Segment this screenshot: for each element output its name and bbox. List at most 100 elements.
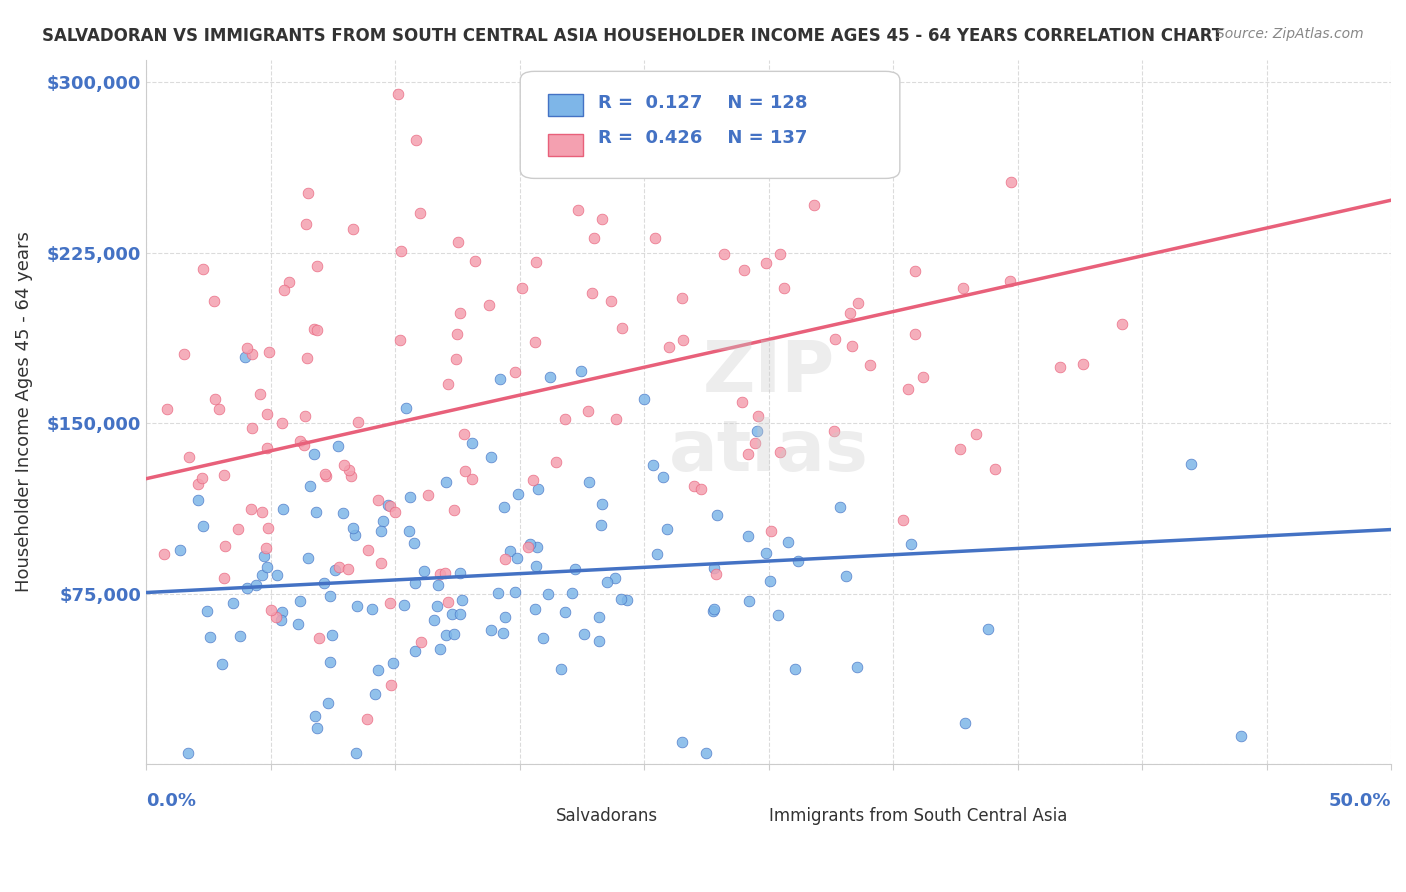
- Point: [672, 333, 695, 347]
- Point: [904, 264, 927, 278]
- Point: [526, 540, 548, 554]
- Point: [682, 479, 704, 493]
- Point: [402, 535, 425, 549]
- Point: [344, 746, 367, 760]
- Point: [252, 505, 274, 519]
- Point: [297, 186, 319, 200]
- Point: [503, 585, 526, 599]
- Point: [846, 296, 869, 310]
- Point: [236, 342, 259, 356]
- Point: [761, 524, 783, 538]
- Point: [332, 458, 354, 472]
- Point: [591, 497, 613, 511]
- Point: [953, 715, 976, 730]
- Point: [256, 407, 278, 421]
- Point: [186, 492, 208, 507]
- Text: ZIP
atlas: ZIP atlas: [669, 337, 869, 486]
- Point: [398, 524, 420, 538]
- Point: [326, 439, 349, 453]
- Text: SALVADORAN VS IMMIGRANTS FROM SOUTH CENTRAL ASIA HOUSEHOLDER INCOME AGES 45 - 64: SALVADORAN VS IMMIGRANTS FROM SOUTH CENT…: [42, 27, 1223, 45]
- Point: [461, 472, 484, 486]
- Point: [574, 626, 596, 640]
- Point: [733, 263, 755, 277]
- Point: [1071, 357, 1094, 371]
- Point: [522, 473, 544, 487]
- Point: [1111, 317, 1133, 331]
- Point: [841, 339, 863, 353]
- Point: [596, 575, 619, 590]
- Point: [651, 470, 673, 484]
- Point: [444, 351, 467, 366]
- Point: [305, 259, 328, 273]
- Point: [297, 551, 319, 566]
- Point: [803, 198, 825, 212]
- Point: [564, 562, 586, 576]
- Point: [488, 586, 510, 600]
- Point: [1049, 360, 1071, 375]
- Point: [1000, 274, 1022, 288]
- Point: [737, 594, 759, 608]
- Point: [356, 712, 378, 726]
- Point: [169, 543, 191, 558]
- Point: [440, 607, 463, 621]
- Point: [305, 505, 328, 519]
- Point: [395, 401, 418, 415]
- Point: [443, 503, 465, 517]
- Point: [773, 281, 796, 295]
- Point: [633, 392, 655, 406]
- Point: [434, 475, 457, 489]
- Point: [314, 467, 336, 481]
- Point: [318, 589, 340, 603]
- Point: [658, 339, 681, 353]
- Point: [245, 577, 267, 591]
- Point: [226, 522, 249, 536]
- Point: [554, 605, 576, 619]
- Point: [416, 488, 439, 502]
- Point: [437, 595, 460, 609]
- Point: [524, 559, 547, 574]
- Point: [361, 602, 384, 616]
- Point: [198, 630, 221, 644]
- Point: [328, 560, 350, 574]
- Point: [491, 626, 513, 640]
- Point: [302, 322, 325, 336]
- Point: [835, 569, 858, 583]
- Point: [846, 660, 869, 674]
- Point: [702, 561, 724, 575]
- Point: [325, 563, 347, 577]
- FancyBboxPatch shape: [844, 799, 875, 817]
- Text: Source: ZipAtlas.com: Source: ZipAtlas.com: [1216, 27, 1364, 41]
- Point: [437, 377, 460, 392]
- Point: [204, 392, 226, 407]
- Point: [537, 587, 560, 601]
- Point: [702, 604, 724, 618]
- Point: [588, 633, 610, 648]
- Point: [494, 609, 516, 624]
- Point: [319, 656, 342, 670]
- Point: [591, 211, 613, 226]
- Point: [394, 598, 416, 612]
- Point: [340, 468, 363, 483]
- Point: [378, 500, 401, 514]
- Point: [434, 628, 457, 642]
- Point: [744, 435, 766, 450]
- Point: [582, 231, 605, 245]
- Point: [506, 550, 529, 565]
- Point: [526, 254, 548, 268]
- Point: [173, 347, 195, 361]
- Point: [426, 599, 449, 613]
- Point: [342, 222, 364, 236]
- Point: [1230, 729, 1253, 743]
- Point: [494, 552, 516, 566]
- Point: [949, 442, 972, 456]
- Point: [257, 344, 280, 359]
- Point: [588, 609, 610, 624]
- Point: [449, 607, 471, 622]
- Point: [567, 203, 589, 218]
- Point: [240, 347, 263, 361]
- Point: [399, 490, 422, 504]
- Point: [449, 306, 471, 320]
- Point: [891, 513, 914, 527]
- Point: [713, 247, 735, 261]
- Point: [357, 543, 380, 558]
